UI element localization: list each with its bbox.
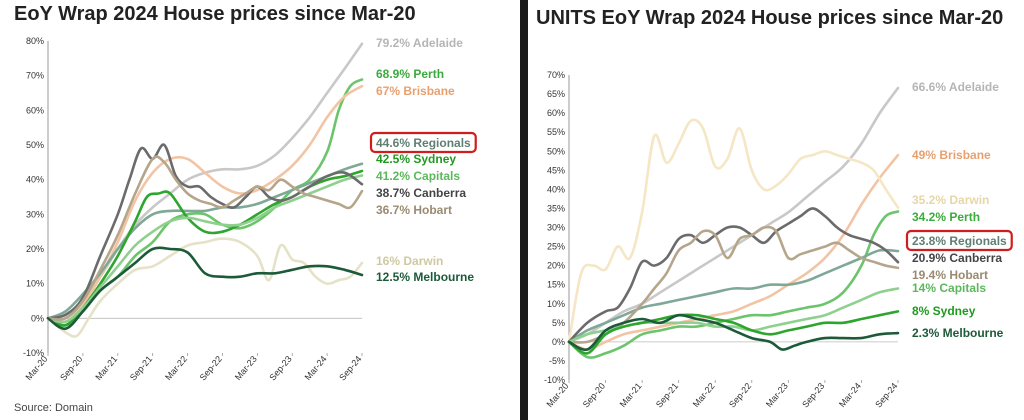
- houses-chart-panel: EoY Wrap 2024 House prices since Mar-20 …: [14, 3, 477, 414]
- series-label-canberra: 38.7% Canberra: [376, 186, 466, 200]
- y-tick-label: 20%: [26, 244, 44, 254]
- x-tick-label: Sep-21: [128, 354, 154, 383]
- series-label-hobart: 36.7% Hobart: [376, 203, 452, 217]
- series-label-sydney: 8% Sydney: [912, 304, 976, 318]
- y-tick-label: -10%: [23, 348, 44, 358]
- y-tick-label: 0%: [552, 337, 565, 347]
- y-tick-label: 35%: [547, 203, 565, 213]
- y-tick-label: 45%: [547, 165, 565, 175]
- highlight-box-regionals: [905, 229, 1013, 252]
- y-tick-label: 50%: [26, 140, 44, 150]
- x-tick-label: Mar-20: [545, 381, 571, 409]
- series-label-canberra: 20.9% Canberra: [912, 251, 1002, 265]
- series-label-darwin: 16% Darwin: [376, 254, 443, 268]
- x-tick-label: Mar-24: [303, 354, 329, 382]
- y-tick-label: 15%: [547, 280, 565, 290]
- series-line-sydney: [46, 169, 364, 327]
- series-label-brisbane: 49% Brisbane: [912, 148, 991, 162]
- series-line-melbourne: [46, 246, 364, 331]
- series-label-regionals: 44.6% Regionals: [376, 136, 471, 150]
- series-label-capitals: 41.2% Capitals: [376, 169, 460, 183]
- chart-title: EoY Wrap 2024 House prices since Mar-20: [14, 3, 416, 25]
- chart-title: UNITS EoY Wrap 2024 House prices since M…: [536, 7, 1004, 29]
- series-line-darwin: [46, 237, 364, 338]
- units-chart-panel: UNITS EoY Wrap 2024 House prices since M…: [528, 0, 1024, 420]
- y-tick-label: 50%: [547, 146, 565, 156]
- y-tick-label: 60%: [26, 105, 44, 115]
- x-tick-label: Sep-24: [873, 381, 899, 410]
- series-line-hobart: [46, 155, 364, 321]
- series-line-hobart: [567, 225, 900, 344]
- series-label-melbourne: 2.3% Melbourne: [912, 326, 1004, 340]
- x-tick-label: Sep-23: [800, 381, 826, 410]
- x-tick-label: Sep-23: [267, 354, 293, 383]
- y-tick-label: 30%: [26, 209, 44, 219]
- series-line-darwin: [567, 118, 900, 344]
- houses-line-chart: -10% 0% 10% 20% 30% 40% 50% 60% 70% 80% Mar-20 Sep-…: [23, 36, 477, 383]
- x-tick-label: Mar-21: [618, 381, 644, 409]
- x-tick-label: Sep-22: [198, 354, 224, 383]
- y-tick-label: 0%: [31, 313, 44, 323]
- series-label-melbourne: 12.5% Melbourne: [376, 270, 474, 284]
- series-label-perth: 68.9% Perth: [376, 67, 444, 81]
- y-tick-label: 10%: [547, 299, 565, 309]
- units-line-chart: -10% -5% 0% 5% 10% 15% 20% 25% 30% 35% 40% 45% 50% 55…: [544, 70, 1013, 410]
- series-line-sydney: [567, 310, 900, 355]
- source-note: Source: Domain: [14, 402, 93, 414]
- x-tick-label: Mar-20: [24, 354, 50, 382]
- y-tick-label: 5%: [552, 318, 565, 328]
- x-tick-label: Mar-23: [233, 354, 259, 382]
- series-line-melbourne: [567, 313, 900, 352]
- series-line-perth: [567, 210, 900, 359]
- x-tick-label: Mar-21: [93, 354, 119, 382]
- highlight-box-regionals: [369, 131, 477, 154]
- x-tick-label: Mar-22: [691, 381, 717, 409]
- y-tick-label: 65%: [547, 89, 565, 99]
- series-label-hobart: 19.4% Hobart: [912, 268, 988, 282]
- series-line-regionals: [46, 162, 364, 320]
- series-line-canberra: [46, 143, 364, 320]
- y-tick-label: 80%: [26, 36, 44, 46]
- y-tick-label: 40%: [547, 184, 565, 194]
- y-tick-label: 10%: [26, 279, 44, 289]
- x-tick-label: Mar-23: [764, 381, 790, 409]
- series-label-darwin: 35.2% Darwin: [912, 193, 989, 207]
- y-tick-label: -10%: [544, 375, 565, 385]
- x-tick-label: Sep-21: [654, 381, 680, 410]
- series-label-perth: 34.2% Perth: [912, 210, 980, 224]
- x-tick-label: Sep-20: [58, 354, 84, 383]
- series-line-adelaide: [567, 86, 900, 344]
- x-tick-label: Sep-24: [337, 354, 363, 383]
- y-tick-label: -5%: [549, 356, 565, 366]
- y-tick-label: 70%: [26, 71, 44, 81]
- y-tick-label: 40%: [26, 175, 44, 185]
- series-label-adelaide: 79.2% Adelaide: [376, 36, 463, 50]
- series-line-regionals: [567, 248, 900, 344]
- series-line-canberra: [567, 207, 900, 344]
- series-label-sydney: 42.5% Sydney: [376, 152, 456, 166]
- x-tick-label: Sep-20: [581, 381, 607, 410]
- series-label-capitals: 14% Capitals: [912, 281, 986, 295]
- x-tick-label: Mar-24: [837, 381, 863, 409]
- y-tick-label: 70%: [547, 70, 565, 80]
- series-line-brisbane: [46, 84, 364, 324]
- series-label-regionals: 23.8% Regionals: [912, 234, 1007, 248]
- y-tick-label: 60%: [547, 108, 565, 118]
- y-tick-label: 55%: [547, 127, 565, 137]
- x-tick-label: Mar-22: [163, 354, 189, 382]
- y-tick-label: 30%: [547, 223, 565, 233]
- y-tick-label: 25%: [547, 242, 565, 252]
- series-line-capitals: [46, 174, 364, 324]
- y-tick-label: 20%: [547, 261, 565, 271]
- series-line-brisbane: [567, 153, 900, 351]
- series-label-adelaide: 66.6% Adelaide: [912, 80, 999, 94]
- panel-divider: [520, 0, 528, 420]
- series-label-brisbane: 67% Brisbane: [376, 84, 455, 98]
- x-tick-label: Sep-22: [727, 381, 753, 410]
